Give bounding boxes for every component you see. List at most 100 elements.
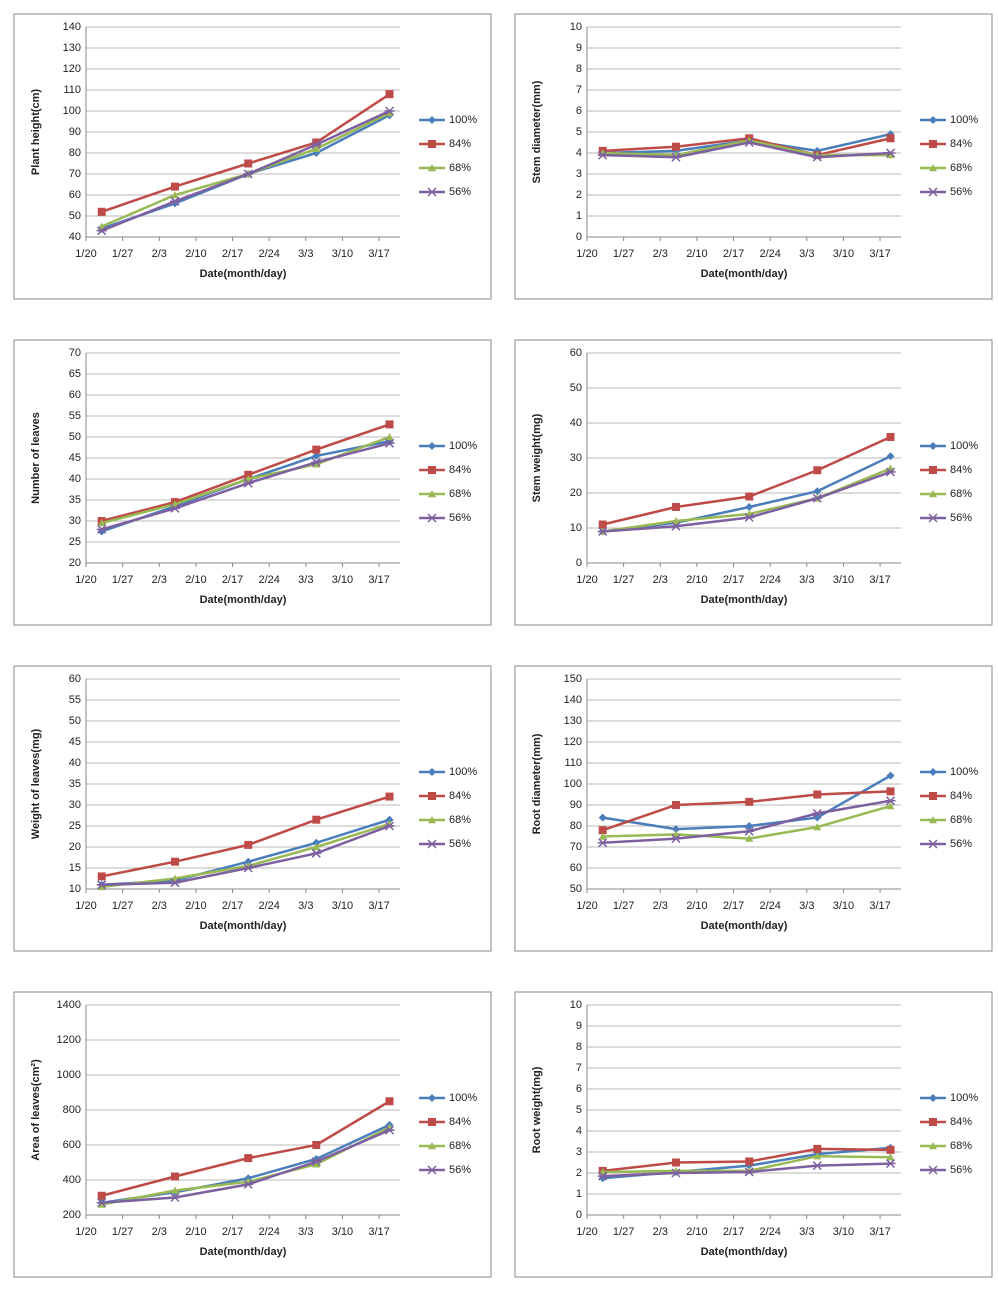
marker: [929, 442, 937, 450]
marker: [671, 517, 680, 525]
marker: [244, 1154, 253, 1163]
marker: [170, 857, 179, 866]
marker: [671, 142, 680, 151]
x-tick-label: 2/17: [723, 248, 744, 260]
marker: [745, 492, 754, 501]
marker: [428, 466, 436, 474]
y-tick-label: 20: [570, 487, 582, 499]
marker: [427, 187, 437, 197]
y-tick-label: 8: [576, 1041, 582, 1053]
marker: [428, 816, 436, 824]
x-tick-label: 2/3: [152, 1226, 167, 1238]
marker: [312, 838, 321, 847]
legend-label: 100%: [449, 1092, 477, 1104]
x-tick-label: 2/24: [258, 574, 279, 586]
y-tick-label: 0: [576, 557, 582, 569]
legend-label: 100%: [449, 440, 477, 452]
legend-label: 84%: [449, 790, 471, 802]
x-tick-label: 1/20: [75, 574, 96, 586]
marker: [929, 1118, 937, 1126]
marker: [929, 1142, 937, 1150]
marker: [929, 768, 937, 776]
marker: [597, 838, 608, 848]
x-tick-label: 2/10: [185, 574, 206, 586]
y-tick-label: 65: [69, 368, 81, 380]
marker: [428, 768, 436, 776]
y-tick-label: 25: [69, 536, 81, 548]
marker: [312, 815, 321, 824]
marker: [97, 1200, 106, 1208]
marker: [813, 823, 822, 831]
marker: [928, 513, 938, 523]
y-tick-label: 0: [576, 1209, 582, 1221]
marker: [170, 1172, 179, 1181]
legend-label: 56%: [950, 1164, 972, 1176]
marker: [813, 1152, 822, 1160]
y-tick-label: 6: [576, 1083, 582, 1095]
x-tick-label: 3/10: [833, 1226, 854, 1238]
y-tick-label: 1200: [57, 1034, 81, 1046]
marker: [384, 438, 395, 448]
marker: [929, 792, 937, 800]
marker: [96, 226, 107, 236]
legend-label: 100%: [950, 114, 978, 126]
y-tick-label: 40: [570, 417, 582, 429]
marker: [929, 816, 937, 824]
marker: [385, 433, 394, 441]
marker: [428, 140, 436, 148]
marker: [597, 526, 608, 537]
x-tick-label: 2/3: [653, 1226, 668, 1238]
y-axis-title: Stem weight(mg): [531, 413, 543, 502]
y-tick-label: 1: [576, 210, 582, 222]
x-axis-title: Date(month/day): [701, 1246, 788, 1258]
marker: [311, 457, 322, 467]
marker: [385, 1097, 394, 1106]
y-tick-label: 4: [576, 147, 582, 159]
y-tick-label: 400: [63, 1174, 81, 1186]
marker: [244, 470, 253, 479]
marker: [428, 442, 436, 450]
marker: [929, 1094, 937, 1102]
marker: [385, 109, 394, 117]
x-tick-label: 3/17: [368, 900, 389, 912]
x-tick-label: 2/24: [258, 248, 279, 260]
marker: [243, 478, 254, 488]
marker: [428, 792, 436, 800]
y-tick-label: 10: [570, 21, 582, 33]
x-tick-label: 2/17: [222, 1226, 243, 1238]
marker: [169, 878, 180, 888]
y-axis-title: Root diameter(mm): [531, 733, 543, 834]
marker: [428, 1142, 436, 1150]
x-tick-label: 2/10: [686, 900, 707, 912]
marker: [243, 863, 254, 873]
legend-label: 100%: [950, 766, 978, 778]
marker: [812, 152, 823, 162]
marker: [170, 182, 179, 191]
x-tick-label: 1/27: [112, 900, 133, 912]
y-tick-label: 1000: [57, 1069, 81, 1081]
y-tick-label: 60: [570, 347, 582, 359]
marker: [745, 797, 754, 806]
x-tick-label: 2/24: [759, 1226, 780, 1238]
y-tick-label: 9: [576, 1020, 582, 1032]
x-tick-label: 3/17: [368, 1226, 389, 1238]
y-tick-label: 2: [576, 1167, 582, 1179]
y-tick-label: 70: [69, 347, 81, 359]
marker: [670, 152, 681, 162]
x-tick-label: 1/27: [112, 1226, 133, 1238]
x-tick-label: 3/3: [799, 900, 814, 912]
y-tick-label: 130: [63, 42, 81, 54]
y-tick-label: 1: [576, 1188, 582, 1200]
y-tick-label: 5: [576, 1104, 582, 1116]
marker: [427, 513, 437, 523]
y-tick-label: 70: [69, 168, 81, 180]
marker: [311, 848, 322, 858]
y-tick-label: 60: [69, 189, 81, 201]
legend-label: 84%: [950, 790, 972, 802]
marker: [929, 466, 937, 474]
legend-label: 56%: [449, 512, 471, 524]
marker: [96, 1198, 107, 1208]
marker: [385, 420, 394, 429]
x-tick-label: 1/20: [75, 900, 96, 912]
y-tick-label: 7: [576, 1062, 582, 1074]
